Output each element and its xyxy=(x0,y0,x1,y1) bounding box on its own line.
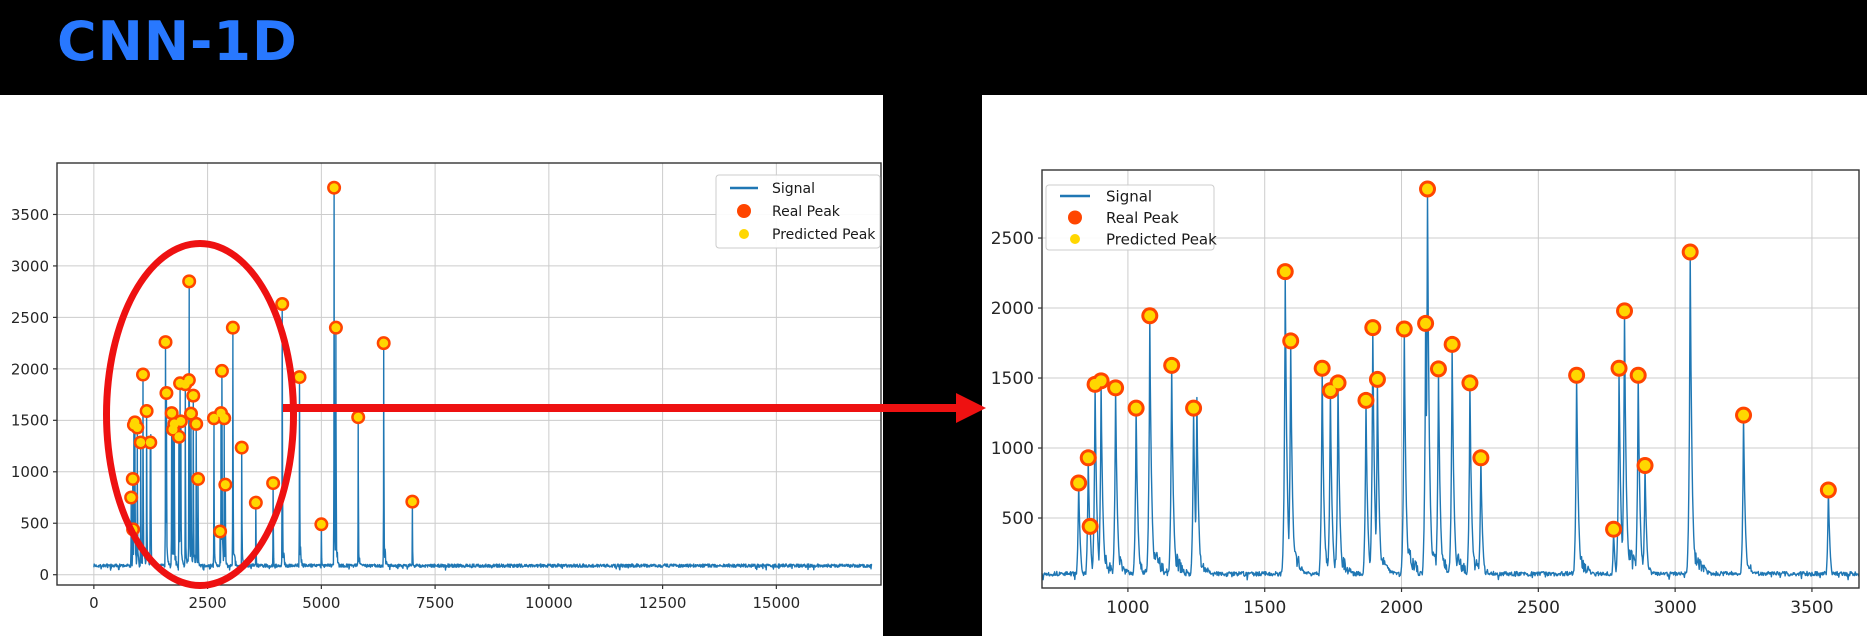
svg-text:15000: 15000 xyxy=(752,594,800,612)
svg-text:1000: 1000 xyxy=(991,439,1034,459)
zoomed-chart: 1000 1500 2000 2500 3000 3500 500 1000 1500 2000 2… xyxy=(991,169,1860,618)
svg-text:3000: 3000 xyxy=(1654,598,1697,618)
svg-text:Signal: Signal xyxy=(772,181,815,197)
svg-text:2500: 2500 xyxy=(1517,598,1560,618)
svg-text:7500: 7500 xyxy=(416,594,454,612)
svg-text:0: 0 xyxy=(89,594,99,612)
svg-text:2000: 2000 xyxy=(991,299,1034,319)
highlight-ellipse-annotation xyxy=(103,240,297,589)
svg-text:Signal: Signal xyxy=(1106,187,1152,205)
svg-text:3000: 3000 xyxy=(11,257,49,275)
svg-text:2500: 2500 xyxy=(11,309,49,327)
svg-text:2500: 2500 xyxy=(189,594,227,612)
svg-text:1000: 1000 xyxy=(1106,598,1149,618)
svg-text:12500: 12500 xyxy=(639,594,687,612)
svg-text:Real Peak: Real Peak xyxy=(772,204,841,220)
svg-text:500: 500 xyxy=(20,515,49,533)
zoom-arrow-annotation xyxy=(283,404,958,412)
svg-text:Real Peak: Real Peak xyxy=(1106,209,1179,227)
svg-text:3500: 3500 xyxy=(11,206,49,224)
page-title: CNN-1D xyxy=(57,10,298,73)
svg-text:1000: 1000 xyxy=(11,463,49,481)
svg-text:0: 0 xyxy=(39,566,49,584)
svg-text:Predicted Peak: Predicted Peak xyxy=(772,227,876,243)
svg-text:1500: 1500 xyxy=(11,412,49,430)
svg-text:5000: 5000 xyxy=(302,594,340,612)
svg-text:1500: 1500 xyxy=(1243,598,1286,618)
svg-text:3500: 3500 xyxy=(1790,598,1833,618)
svg-text:1500: 1500 xyxy=(991,369,1034,389)
svg-text:Predicted Peak: Predicted Peak xyxy=(1106,230,1217,248)
svg-text:10000: 10000 xyxy=(525,594,573,612)
svg-text:2500: 2500 xyxy=(991,229,1034,249)
zoom-arrow-head xyxy=(956,393,986,423)
svg-text:2000: 2000 xyxy=(1380,598,1423,618)
zoomed-chart-panel: 1000 1500 2000 2500 3000 3500 500 1000 1500 2000 2… xyxy=(982,95,1867,636)
svg-text:500: 500 xyxy=(1002,509,1034,529)
svg-text:2000: 2000 xyxy=(11,360,49,378)
